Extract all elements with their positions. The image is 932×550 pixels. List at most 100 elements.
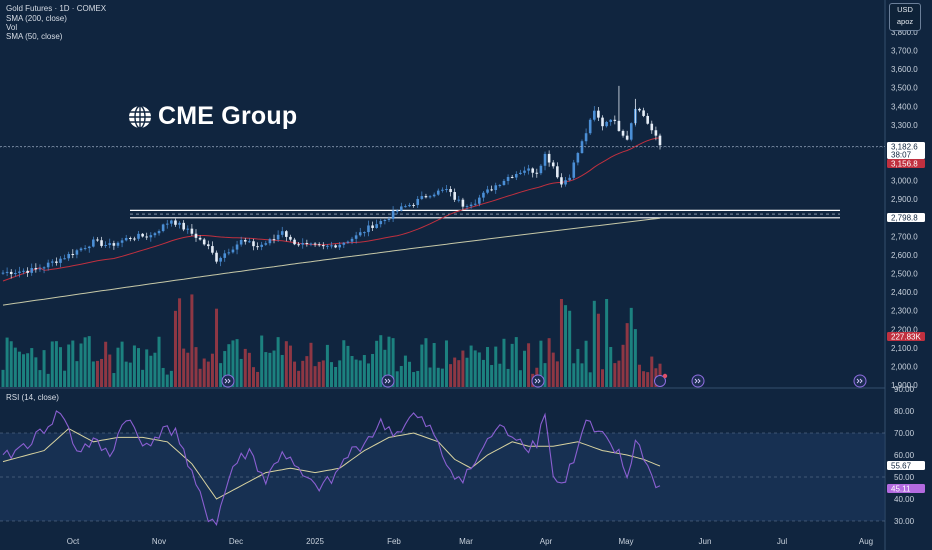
volume-bar: [580, 363, 584, 387]
volume-tag: 227.83K: [887, 332, 925, 342]
volume-bar: [465, 357, 469, 387]
volume-bar: [227, 344, 231, 387]
volume-bar: [87, 336, 91, 387]
candle: [309, 242, 313, 247]
candle: [523, 166, 526, 176]
candle: [63, 254, 66, 260]
volume-bar: [215, 308, 219, 387]
volume-bar: [145, 349, 149, 387]
event-marker[interactable]: [531, 374, 545, 388]
volume-bar: [128, 362, 132, 387]
price-tick-label: 1,900.0: [891, 381, 918, 390]
volume-bar: [149, 355, 153, 387]
chart-title: Gold Futures · 1D · COMEX: [6, 4, 107, 13]
price-tick-label: 2,100.0: [891, 344, 918, 353]
candle: [293, 237, 296, 246]
candle: [605, 120, 608, 128]
rsi-tick-label: 70.00: [894, 429, 915, 438]
volume-bar: [202, 358, 206, 387]
volume-bar: [309, 342, 313, 387]
candle: [202, 237, 206, 246]
volume-bar: [547, 338, 551, 387]
volume-bar: [83, 337, 87, 387]
volume-bar: [301, 360, 305, 387]
volume-bar: [124, 361, 128, 387]
candle: [494, 182, 498, 194]
indicator-sma50[interactable]: SMA (50, close): [6, 32, 63, 41]
candle: [584, 128, 588, 145]
volume-bar: [26, 353, 30, 387]
candle: [588, 117, 592, 135]
candle: [613, 115, 617, 125]
sma50-tag: 3,156.8: [887, 159, 925, 169]
candle: [354, 231, 358, 244]
volume-bar: [100, 358, 104, 387]
candle: [231, 246, 235, 254]
candle: [248, 238, 251, 243]
price-tick-label: 2,600.0: [891, 251, 918, 260]
candle: [92, 236, 95, 248]
candle: [141, 232, 144, 238]
cme-logo: CME Group: [128, 102, 297, 131]
candle: [149, 232, 153, 242]
volume-bar: [210, 353, 214, 387]
volume-bar: [38, 370, 42, 387]
candle: [367, 220, 370, 237]
price-tick-label: 2,900.0: [891, 195, 918, 204]
candle: [59, 256, 62, 268]
volume-bar: [555, 361, 559, 387]
volume-bar: [642, 371, 646, 387]
event-markers[interactable]: [221, 373, 867, 388]
event-marker[interactable]: [853, 374, 867, 388]
volume-bar: [112, 373, 116, 387]
candle: [478, 194, 481, 207]
volume-bar: [268, 352, 272, 387]
svg-text:38:07: 38:07: [891, 151, 912, 160]
candle: [198, 235, 202, 241]
candle: [436, 188, 440, 196]
volume-bar: [444, 340, 448, 387]
candle: [597, 106, 600, 121]
rsi-title[interactable]: RSI (14, close): [6, 393, 59, 402]
candle: [547, 150, 551, 167]
svg-text:55.67: 55.67: [891, 462, 912, 471]
candle: [383, 218, 387, 225]
volume-bar: [564, 305, 568, 387]
volume-bar: [251, 367, 255, 387]
volume-bar: [399, 365, 403, 387]
volume-bar: [416, 370, 420, 387]
volume-bar: [104, 341, 108, 387]
rsi-tag: 45.11: [887, 484, 925, 494]
price-tick-label: 2,000.0: [891, 362, 918, 371]
candle: [564, 177, 567, 187]
event-marker[interactable]: [221, 374, 235, 388]
candle: [317, 242, 321, 247]
volume-bar: [473, 350, 477, 387]
candle: [128, 236, 132, 242]
rsi-line: [2, 410, 661, 526]
volume-bar: [235, 339, 239, 387]
volume-bar: [293, 361, 297, 387]
candle: [576, 151, 580, 166]
event-marker[interactable]: [381, 374, 395, 388]
volume-bar: [67, 344, 71, 387]
currency-selector[interactable]: USD apoz: [889, 3, 921, 31]
candle: [457, 195, 461, 203]
volume-bar: [317, 361, 321, 387]
candle: [654, 126, 658, 141]
time-tick-label: Aug: [859, 537, 873, 546]
volume-bar: [42, 350, 46, 387]
volume-bar: [120, 341, 124, 387]
candle: [34, 263, 38, 273]
svg-text:45.11: 45.11: [891, 485, 911, 494]
volume-bar: [481, 359, 485, 387]
price-tick-label: 3,700.0: [891, 47, 918, 56]
candle: [96, 237, 99, 242]
volume-bar: [198, 368, 202, 387]
event-marker[interactable]: [691, 374, 705, 388]
indicator-vol[interactable]: Vol: [6, 23, 18, 32]
volume-bar: [469, 345, 473, 387]
volume-bar: [621, 344, 625, 387]
indicator-sma200[interactable]: SMA (200, close): [6, 14, 67, 23]
